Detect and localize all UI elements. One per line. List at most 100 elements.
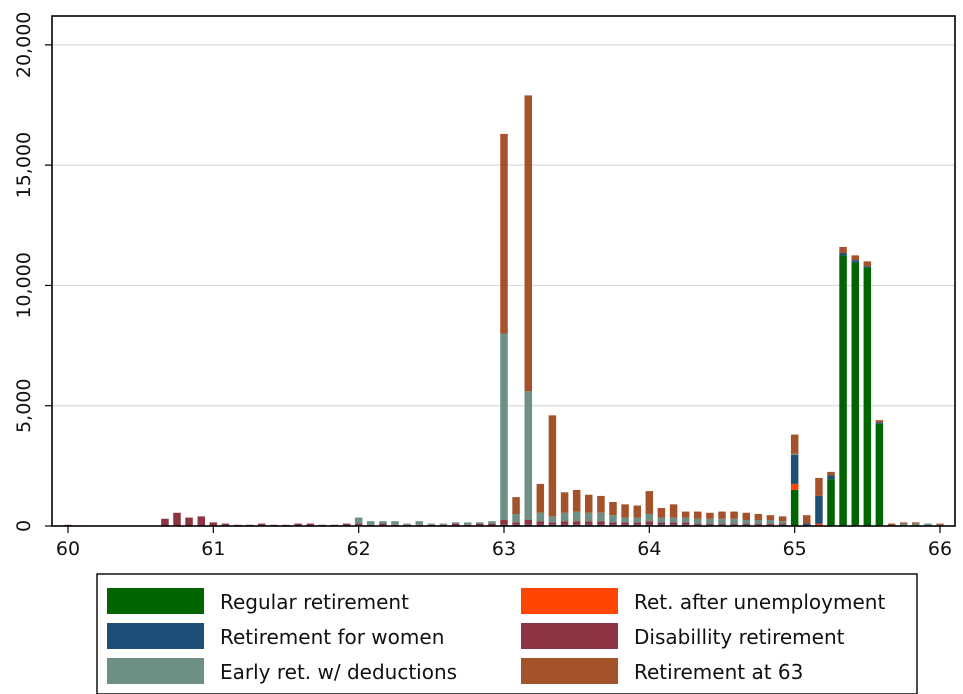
bar-early-ret-w-deductions xyxy=(584,512,593,522)
bar-retirement-at-63 xyxy=(548,415,557,517)
bar-retirement-at-63 xyxy=(560,492,569,513)
bar-early-ret-w-deductions xyxy=(754,519,763,524)
bar-retirement-at-63 xyxy=(681,511,690,518)
bar-disabillity-retirement xyxy=(597,521,605,525)
bar-early-ret-w-deductions xyxy=(911,523,920,526)
bar-disabillity-retirement xyxy=(342,523,351,526)
bar-disabillity-retirement xyxy=(354,523,363,526)
bar-early-ret-w-deductions xyxy=(560,512,569,522)
x-tick-label: 61 xyxy=(201,538,225,560)
bar-disabillity-retirement xyxy=(451,523,460,526)
bar-regular-retirement xyxy=(875,423,884,526)
bar-early-ret-w-deductions xyxy=(693,518,702,524)
bar-retirement-at-63 xyxy=(609,501,617,516)
bar-disabillity-retirement xyxy=(197,516,206,526)
bar-retirement-at-63 xyxy=(657,507,666,518)
bar-retirement-at-63 xyxy=(718,511,726,519)
y-tick-label: 5,000 xyxy=(13,379,35,433)
bar-ret-after-unemployment xyxy=(790,483,799,490)
bar-early-ret-w-deductions xyxy=(463,522,472,525)
bar-early-ret-w-deductions xyxy=(572,511,581,522)
bar-early-ret-w-deductions xyxy=(657,517,666,523)
bar-early-ret-w-deductions xyxy=(512,513,520,523)
bar-disabillity-retirement xyxy=(185,517,193,526)
bar-retirement-at-63 xyxy=(512,497,520,514)
bar-retirement-at-63 xyxy=(742,512,751,520)
bar-disabillity-retirement xyxy=(475,523,484,526)
bar-retirement-at-63 xyxy=(827,471,835,476)
bar-early-ret-w-deductions xyxy=(778,521,787,524)
bar-regular-retirement xyxy=(863,267,872,526)
legend: Regular retirement Ret. after unemploymen… xyxy=(96,573,918,694)
bar-retirement-at-63 xyxy=(730,511,738,519)
bar-disabillity-retirement xyxy=(512,522,520,525)
bar-disabillity-retirement xyxy=(778,523,787,525)
bar-early-ret-w-deductions xyxy=(403,523,411,525)
bar-disabillity-retirement xyxy=(669,522,678,525)
bar-early-ret-w-deductions xyxy=(621,517,629,523)
bar-disabillity-retirement xyxy=(560,521,569,525)
bar-disabillity-retirement xyxy=(572,521,581,525)
bar-retirement-for-women xyxy=(790,455,799,484)
bar-early-ret-w-deductions xyxy=(899,523,908,526)
bar-disabillity-retirement xyxy=(718,523,726,525)
bar-early-ret-w-deductions xyxy=(548,516,557,523)
bar-early-ret-w-deductions xyxy=(730,518,738,524)
bar-retirement-at-63 xyxy=(851,255,860,261)
bar-regular-retirement xyxy=(790,489,799,526)
bar-retirement-at-63 xyxy=(621,504,629,518)
y-tick-label: 10,000 xyxy=(13,252,35,318)
bar-disabillity-retirement xyxy=(379,523,387,526)
bar-disabillity-retirement xyxy=(536,521,545,525)
bar-series-group xyxy=(64,95,944,527)
bar-early-ret-w-deductions xyxy=(706,518,714,524)
bar-retirement-at-63 xyxy=(766,515,775,520)
bar-retirement-at-63 xyxy=(887,523,896,526)
bar-retirement-at-63 xyxy=(802,515,811,524)
bar-retirement-at-63 xyxy=(584,494,593,513)
bar-retirement-at-63 xyxy=(536,483,545,513)
bar-disabillity-retirement xyxy=(209,522,218,526)
bar-early-ret-w-deductions xyxy=(633,517,642,523)
bar-retirement-at-63 xyxy=(911,522,920,524)
bar-disabillity-retirement xyxy=(681,522,690,525)
bar-retirement-for-women xyxy=(839,252,847,256)
bar-disabillity-retirement xyxy=(488,523,496,526)
x-axis: 60 61 62 63 64 65 66 xyxy=(56,526,952,560)
bar-early-ret-w-deductions xyxy=(488,521,496,524)
bar-retirement-at-63 xyxy=(572,489,581,512)
bar-early-ret-w-deductions xyxy=(597,512,605,522)
legend-swatch xyxy=(107,658,204,684)
legend-swatch xyxy=(521,658,618,684)
bar-early-ret-w-deductions xyxy=(609,515,617,523)
bar-disabillity-retirement xyxy=(257,523,266,526)
bar-disabillity-retirement xyxy=(161,518,169,526)
legend-label: Early ret. w/ deductions xyxy=(220,660,457,684)
bar-early-ret-w-deductions xyxy=(718,518,726,524)
bar-early-ret-w-deductions xyxy=(742,519,751,524)
bar-retirement-at-63 xyxy=(524,95,533,392)
bar-disabillity-retirement xyxy=(609,522,617,525)
bar-early-ret-w-deductions xyxy=(415,521,424,525)
bar-early-ret-w-deductions xyxy=(524,391,533,520)
x-tick-label: 63 xyxy=(492,538,516,560)
bar-disabillity-retirement xyxy=(730,523,738,525)
bar-early-ret-w-deductions xyxy=(451,522,460,524)
x-tick-label: 65 xyxy=(783,538,807,560)
y-tick-label: 20,000 xyxy=(13,12,35,78)
bar-early-ret-w-deductions xyxy=(790,453,799,456)
bar-early-ret-w-deductions xyxy=(536,512,545,522)
bar-early-ret-w-deductions xyxy=(766,519,775,524)
bar-disabillity-retirement xyxy=(657,522,666,525)
bar-retirement-at-63 xyxy=(597,495,605,513)
bar-retirement-at-63 xyxy=(899,522,908,524)
bar-regular-retirement xyxy=(839,255,847,527)
bar-disabillity-retirement xyxy=(621,522,629,525)
x-tick-label: 66 xyxy=(928,538,952,560)
bar-early-ret-w-deductions xyxy=(439,523,448,525)
bar-retirement-at-63 xyxy=(936,523,944,525)
bar-disabillity-retirement xyxy=(645,521,654,525)
bar-regular-retirement xyxy=(827,479,835,526)
bar-early-ret-w-deductions xyxy=(500,333,508,520)
bar-retirement-at-63 xyxy=(754,513,763,520)
